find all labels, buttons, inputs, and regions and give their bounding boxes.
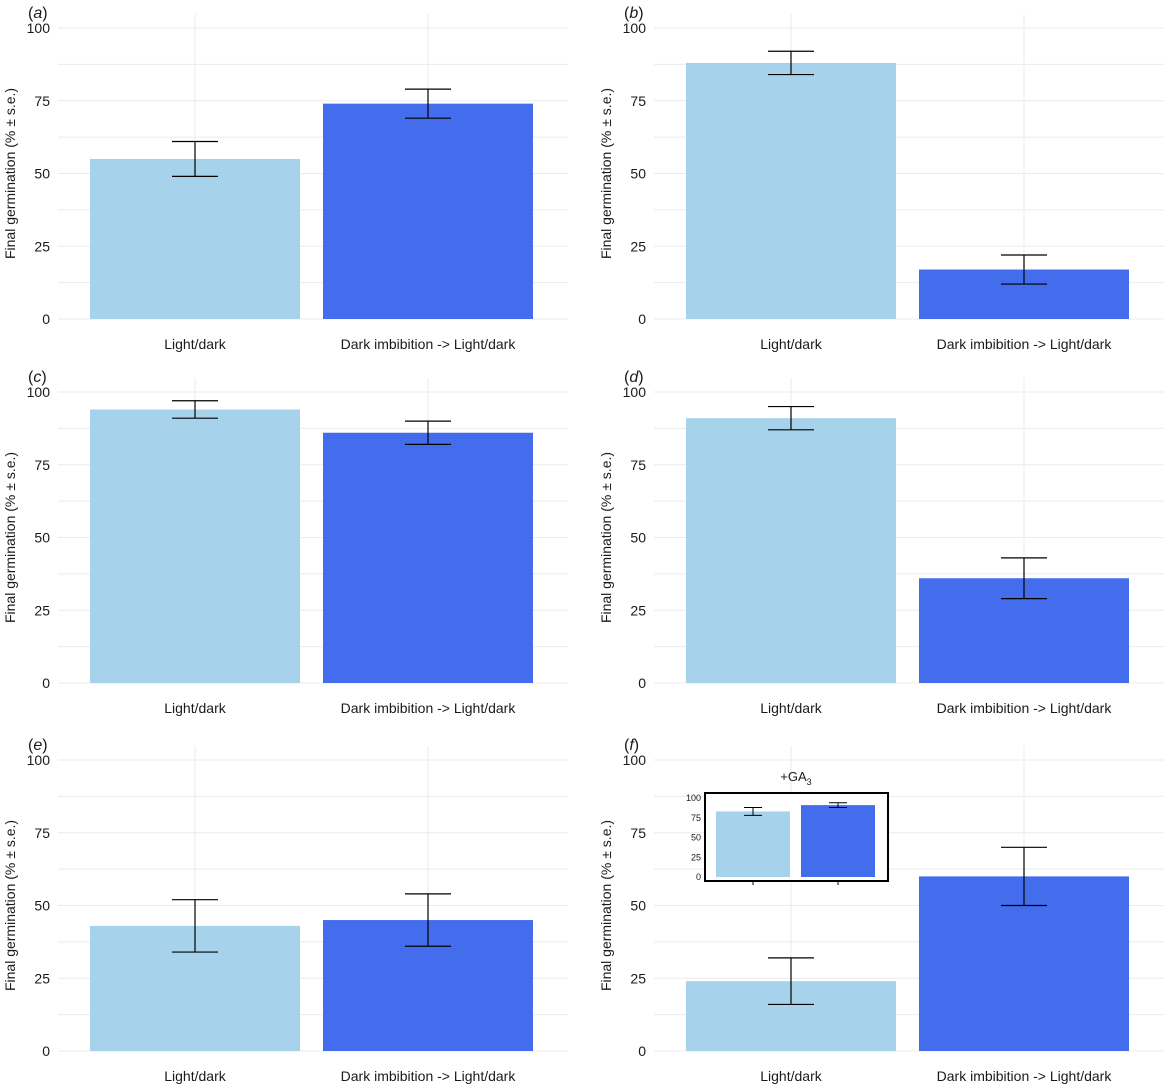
error-bar	[172, 140, 218, 178]
y-tick-label: 50	[34, 166, 50, 182]
inset-y-tick-label: 100	[686, 793, 701, 803]
y-tick-label: 75	[630, 457, 646, 473]
y-axis-title: Final germination (% ± s.e.)	[2, 452, 18, 623]
inset-title: +GA3	[780, 769, 811, 787]
x-tick-label: Dark imbibition -> Light/dark	[937, 1068, 1113, 1084]
y-tick-label: 50	[34, 530, 50, 546]
bar	[90, 409, 300, 683]
error-bar	[1001, 846, 1047, 907]
inset-chart: +GA3 0 25 50 75 100	[686, 769, 889, 885]
panel-e: 0 25 50 75 100 Final germination (% ± s.e.) (e…	[2, 737, 568, 1084]
x-tick-label: Dark imbibition -> Light/dark	[341, 336, 517, 352]
bar	[686, 62, 896, 320]
y-tick-label: 25	[630, 970, 646, 986]
inset-bar	[801, 805, 875, 877]
y-tick-label: 100	[27, 20, 51, 36]
y-tick-label: 75	[34, 825, 50, 841]
y-tick-label: 50	[34, 898, 50, 914]
y-tick-label: 0	[42, 1043, 50, 1059]
y-tick-label: 75	[630, 825, 646, 841]
x-tick-label: Light/dark	[760, 1068, 822, 1084]
error-bar	[1001, 254, 1047, 285]
panel-f: 0 25 50 75 100 Final germination (% ± s.e.) (f…	[598, 737, 1164, 1084]
panel-label: (d)	[624, 369, 644, 386]
error-bar	[172, 400, 218, 419]
x-tick-label: Light/dark	[760, 700, 822, 716]
inset-error-bar	[744, 806, 762, 816]
panel-label: (f)	[624, 737, 639, 754]
y-tick-label: 0	[638, 311, 646, 327]
bar	[323, 103, 533, 319]
error-bar	[172, 899, 218, 953]
x-tick-label: Light/dark	[164, 1068, 226, 1084]
y-axis-title: Final germination (% ± s.e.)	[598, 88, 614, 259]
y-tick-label: 25	[630, 602, 646, 618]
panel-d: 0 25 50 75 100 Final germination (% ± s.e.) (d…	[598, 369, 1164, 716]
bar	[686, 418, 896, 683]
y-tick-label: 0	[638, 675, 646, 691]
y-tick-label: 50	[630, 530, 646, 546]
inset-y-tick-label: 25	[691, 852, 701, 862]
y-tick-label: 100	[623, 384, 647, 400]
x-tick-label: Dark imbibition -> Light/dark	[937, 336, 1113, 352]
inset-y-tick-label: 0	[696, 872, 701, 882]
inset-error-bar	[829, 802, 847, 808]
inset-y-tick-label: 50	[691, 833, 701, 843]
y-tick-label: 25	[34, 602, 50, 618]
y-axis-title: Final germination (% ± s.e.)	[598, 452, 614, 623]
panel-a: 0 25 50 75 100 Final germination (% ± s.e.) (a…	[2, 5, 568, 352]
error-bar	[1001, 557, 1047, 600]
panel-c: 0 25 50 75 100 Final germination (% ± s.e.) (c…	[2, 369, 568, 716]
y-tick-label: 75	[34, 457, 50, 473]
error-bar	[405, 420, 451, 445]
y-axis-title: Final germination (% ± s.e.)	[2, 88, 18, 259]
panel-label: (c)	[28, 369, 47, 386]
y-tick-label: 25	[34, 970, 50, 986]
x-tick-label: Light/dark	[164, 336, 226, 352]
y-tick-label: 0	[638, 1043, 646, 1059]
error-bar	[405, 88, 451, 119]
y-tick-label: 75	[630, 93, 646, 109]
error-bar	[768, 405, 814, 431]
y-tick-label: 0	[42, 311, 50, 327]
error-bar	[405, 893, 451, 947]
panel-b: 0 25 50 75 100 Final germination (% ± s.e.) (b…	[598, 5, 1164, 352]
y-tick-label: 100	[27, 752, 51, 768]
x-tick-label: Dark imbibition -> Light/dark	[341, 700, 517, 716]
y-tick-label: 75	[34, 93, 50, 109]
inset-y-tick-label: 75	[691, 813, 701, 823]
y-axis-title: Final germination (% ± s.e.)	[2, 820, 18, 991]
error-bar	[768, 957, 814, 1006]
panel-label: (e)	[28, 737, 48, 754]
bar	[90, 158, 300, 319]
x-tick-label: Dark imbibition -> Light/dark	[937, 700, 1113, 716]
x-tick-label: Light/dark	[164, 700, 226, 716]
y-tick-label: 100	[623, 752, 647, 768]
panel-label: (a)	[28, 5, 48, 22]
y-tick-label: 50	[630, 898, 646, 914]
y-tick-label: 100	[27, 384, 51, 400]
x-tick-label: Dark imbibition -> Light/dark	[341, 1068, 517, 1084]
bar	[323, 432, 533, 683]
y-tick-label: 25	[34, 238, 50, 254]
y-tick-label: 50	[630, 166, 646, 182]
x-tick-label: Light/dark	[760, 336, 822, 352]
inset-bar	[716, 811, 790, 877]
y-tick-label: 25	[630, 238, 646, 254]
y-tick-label: 0	[42, 675, 50, 691]
panel-label: (b)	[624, 5, 644, 22]
y-tick-label: 100	[623, 20, 647, 36]
error-bar	[768, 50, 814, 76]
y-axis-title: Final germination (% ± s.e.)	[598, 820, 614, 991]
